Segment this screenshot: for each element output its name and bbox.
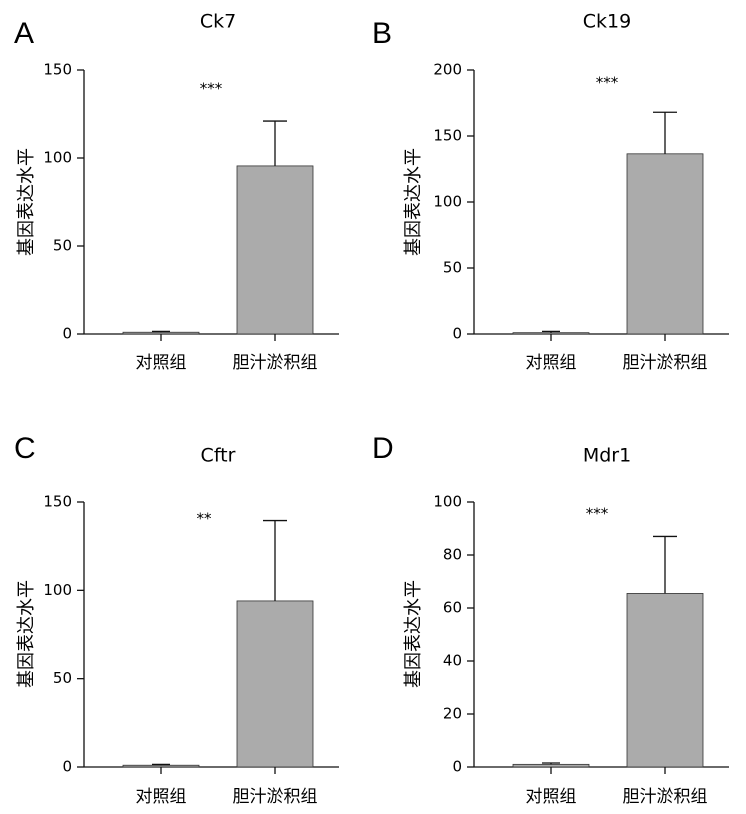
y-tick-label: 150 xyxy=(43,493,72,511)
y-tick-label: 0 xyxy=(452,758,462,776)
y-tick-label: 50 xyxy=(443,259,462,277)
x-category-label: 对照组 xyxy=(526,787,577,807)
chart-title: Cftr xyxy=(201,445,236,467)
panel-mdr1: D Mdr1 基因表达水平 0 20 40 60 80 100 对照组 胆汁淤积组 *** xyxy=(372,432,729,807)
y-tick-label: 60 xyxy=(443,599,462,617)
x-category-label: 胆汁淤积组 xyxy=(233,787,318,807)
bar-control xyxy=(122,331,200,335)
panel-ck19: B Ck19 基因表达水平 0 50 100 150 200 对照组 胆汁淤积组 *** xyxy=(372,11,729,373)
x-category-label: 对照组 xyxy=(136,787,187,807)
y-axis-label: 基因表达水平 xyxy=(403,148,424,256)
x-category-label: 对照组 xyxy=(526,353,577,373)
chart-title: Ck7 xyxy=(200,11,236,33)
y-tick-label: 100 xyxy=(43,149,72,167)
y-tick-label: 0 xyxy=(62,758,72,776)
chart-title: Mdr1 xyxy=(583,445,631,467)
panel-ck7: A Ck7 基因表达水平 0 50 100 150 对照组 胆汁淤积组 *** xyxy=(14,11,339,373)
x-category-label: 胆汁淤积组 xyxy=(233,353,318,373)
x-category-label: 对照组 xyxy=(136,353,187,373)
y-tick-label: 80 xyxy=(443,546,462,564)
bar-cholestasis xyxy=(236,600,314,768)
significance-marker: *** xyxy=(586,505,609,523)
bar-control xyxy=(122,764,200,768)
y-tick-label: 150 xyxy=(433,127,462,145)
y-tick-label: 200 xyxy=(433,61,462,79)
bar-cholestasis xyxy=(626,153,704,335)
y-tick-label: 50 xyxy=(53,669,72,687)
y-tick-label: 50 xyxy=(53,237,72,255)
x-category-label: 胆汁淤积组 xyxy=(623,353,708,373)
y-tick-label: 100 xyxy=(433,193,462,211)
significance-marker: *** xyxy=(596,74,619,92)
panel-letter: C xyxy=(14,432,36,465)
bar-control xyxy=(512,332,590,335)
y-tick-label: 0 xyxy=(452,325,462,343)
bar-control xyxy=(512,763,590,768)
y-axis-label: 基因表达水平 xyxy=(16,148,37,256)
panel-letter: D xyxy=(372,432,394,465)
y-tick-label: 100 xyxy=(433,493,462,511)
panel-letter: A xyxy=(14,17,34,50)
panel-cftr: C Cftr 基因表达水平 0 50 100 150 对照组 胆汁淤积组 ** xyxy=(14,432,339,807)
y-tick-label: 150 xyxy=(43,61,72,79)
significance-marker: ** xyxy=(197,510,213,528)
y-tick-label: 0 xyxy=(62,325,72,343)
significance-marker: *** xyxy=(200,80,223,98)
y-axis-label: 基因表达水平 xyxy=(16,580,37,688)
y-tick-label: 40 xyxy=(443,652,462,670)
x-category-label: 胆汁淤积组 xyxy=(623,787,708,807)
y-axis-label: 基因表达水平 xyxy=(403,580,424,688)
y-tick-label: 100 xyxy=(43,581,72,599)
bar-cholestasis xyxy=(236,165,314,335)
y-tick-label: 20 xyxy=(443,705,462,723)
chart-title: Ck19 xyxy=(583,11,631,33)
bar-cholestasis xyxy=(626,593,704,768)
panel-letter: B xyxy=(372,17,392,50)
